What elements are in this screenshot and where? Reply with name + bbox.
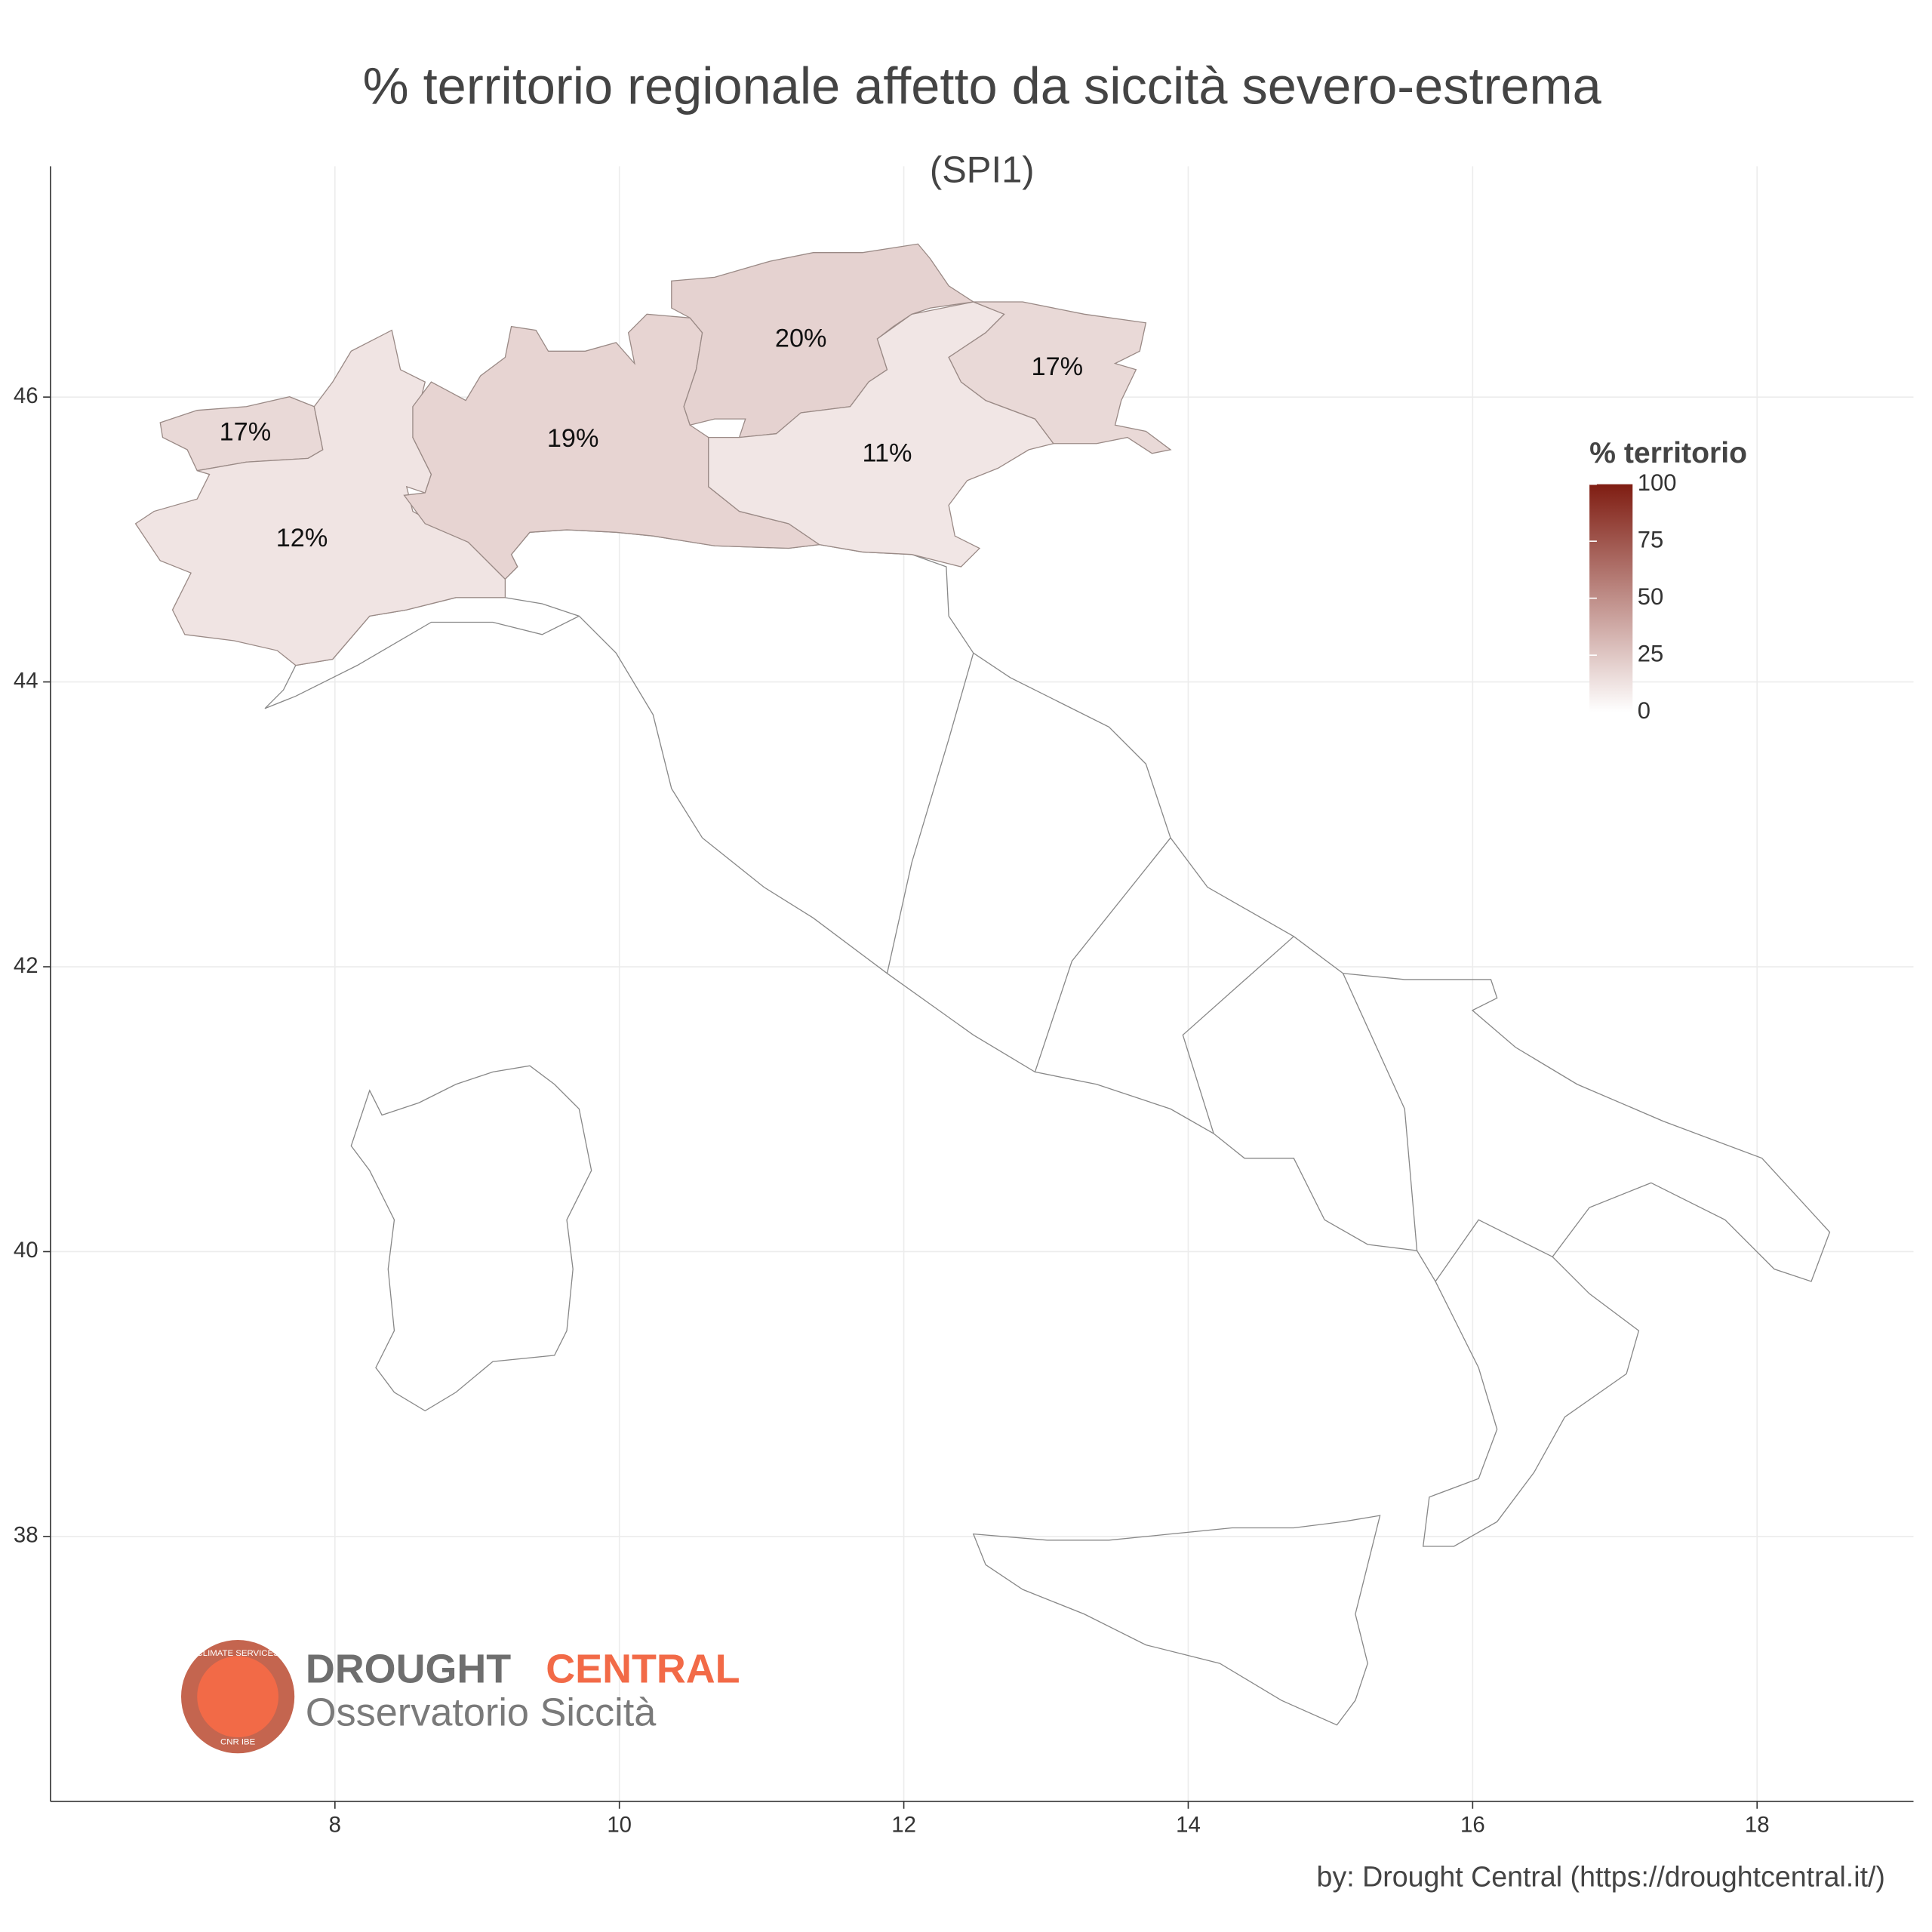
legend: % territorio 0 25 50 75 100 [1589, 437, 1747, 724]
y-tick-label: 46 [14, 383, 38, 408]
chart-title: % territorio regionale affetto da siccit… [363, 57, 1602, 115]
colorbar-label: 50 [1638, 583, 1664, 610]
x-tick-label: 18 [1745, 1812, 1770, 1837]
y-tick-label: 42 [14, 953, 38, 978]
chart-subtitle: (SPI1) [930, 150, 1035, 191]
region-label: 20% [775, 325, 827, 353]
colorbar-label: 25 [1638, 640, 1664, 666]
region [948, 301, 1172, 454]
colorbar-label: 0 [1638, 697, 1651, 724]
region-label: 17% [1032, 352, 1084, 381]
region-label: 11% [862, 439, 912, 468]
logo: CLIMATE SERVICES CNR IBE DROUGHT CENTRAL… [181, 1640, 740, 1754]
region-label: 12% [276, 524, 328, 552]
y-tick-label: 44 [14, 668, 38, 693]
colorbar-label: 75 [1638, 526, 1664, 552]
logo-ring-bottom: CNR IBE [220, 1738, 256, 1747]
logo-ring-top: CLIMATE SERVICES [196, 1649, 279, 1658]
sicily [972, 1515, 1381, 1726]
x-tick-label: 12 [891, 1812, 916, 1837]
axes: 8 10 12 14 16 18 38 40 42 44 46 [14, 166, 1914, 1837]
logo-core [197, 1656, 278, 1738]
x-tick-label: 8 [329, 1812, 341, 1837]
logo-subtitle: Osservatorio Siccità [306, 1690, 657, 1734]
sardinia [350, 1065, 592, 1412]
colorbar-label: 100 [1638, 469, 1677, 496]
regions: 17% 12% 19% 20% 11% 17% [134, 243, 1172, 666]
caption: by: Drought Central (https://droughtcent… [1317, 1861, 1885, 1893]
x-tick-label: 10 [607, 1812, 632, 1837]
logo-brand-2: CENTRAL [546, 1647, 740, 1692]
y-tick-label: 38 [14, 1523, 38, 1548]
x-tick-label: 14 [1176, 1812, 1201, 1837]
region-border [886, 653, 1553, 1282]
logo-brand-1: DROUGHT [306, 1647, 511, 1692]
y-tick-label: 40 [14, 1238, 38, 1263]
region-label: 19% [547, 424, 599, 453]
region-label: 17% [220, 418, 272, 447]
x-tick-label: 16 [1460, 1812, 1485, 1837]
legend-title: % territorio [1589, 437, 1747, 469]
